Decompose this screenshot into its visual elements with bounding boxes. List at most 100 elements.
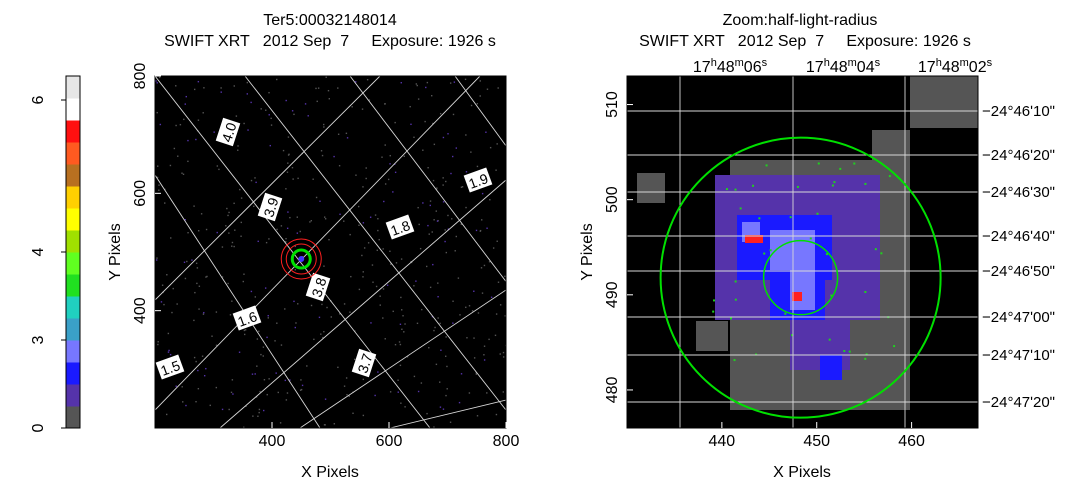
photon-event: [752, 184, 755, 187]
photon-event: [255, 396, 258, 398]
photon-event: [486, 88, 489, 90]
y-tick-label: 490: [604, 281, 621, 308]
photon-event: [228, 408, 230, 411]
outer-aperture-circle: [659, 136, 942, 419]
photon-event: [404, 406, 406, 408]
photon-event: [401, 309, 403, 311]
photon-event: [168, 349, 170, 352]
count-block: [696, 321, 728, 351]
grid-line: [155, 76, 381, 301]
photon-event: [497, 281, 500, 283]
photon-event: [243, 273, 245, 275]
photon-event: [449, 82, 452, 84]
photon-event: [246, 93, 249, 95]
photon-event: [713, 299, 716, 302]
photon-event: [831, 184, 834, 187]
grid-label: 4.0: [215, 117, 241, 147]
photon-event: [243, 329, 246, 332]
grid-label-text: 1.5: [158, 357, 182, 379]
photon-event: [476, 165, 479, 168]
photon-event: [213, 131, 215, 133]
photon-event: [181, 386, 183, 388]
grid-label-bg: [232, 305, 262, 331]
photon-event: [442, 136, 445, 139]
photon-event: [237, 149, 239, 151]
photon-event: [317, 87, 320, 89]
photon-event: [439, 112, 442, 115]
photon-event: [185, 95, 187, 98]
photon-event: [406, 356, 409, 358]
colorbar-segment: [66, 120, 80, 143]
photon-event: [286, 171, 289, 173]
photon-event: [205, 276, 207, 278]
photon-event: [318, 316, 321, 319]
photon-event: [346, 393, 348, 396]
photon-event: [471, 310, 474, 312]
photon-event: [769, 249, 772, 252]
photon-event: [374, 214, 377, 216]
photon-event: [328, 238, 330, 241]
photon-event: [789, 216, 792, 219]
photon-event: [489, 146, 492, 149]
photon-event: [489, 198, 491, 201]
dec-tick-label: −24°46ʹ40ʺ: [982, 228, 1055, 245]
grid-label-bg: [385, 214, 415, 240]
photon-event: [231, 300, 233, 302]
photon-event: [310, 219, 313, 222]
photon-event: [203, 311, 205, 314]
colorbar-segment: [66, 340, 80, 363]
y-tick-label: 480: [604, 377, 621, 404]
photon-event: [288, 153, 290, 155]
photon-event: [480, 267, 483, 269]
photon-event: [425, 86, 427, 89]
photon-event: [400, 402, 402, 404]
photon-event: [294, 269, 297, 271]
photon-event: [348, 395, 350, 397]
photon-event: [231, 241, 234, 244]
ra-value: 06: [744, 59, 762, 76]
grid-label: 3.8: [305, 272, 331, 302]
left-subtitle: SWIFT XRT 2012 Sep 7 Exposure: 1926 s: [164, 33, 496, 50]
photon-event: [442, 408, 445, 410]
photon-event: [240, 197, 243, 199]
photon-event: [377, 371, 379, 373]
photon-event: [460, 223, 463, 225]
photon-event: [280, 344, 283, 346]
photon-event: [158, 184, 160, 186]
colorbar-segment: [66, 164, 80, 187]
photon-event: [481, 292, 484, 294]
photon-event: [394, 171, 397, 174]
photon-event: [451, 155, 454, 158]
photon-event: [375, 285, 378, 288]
photon-event: [242, 280, 244, 283]
photon-event: [313, 338, 315, 341]
photon-event: [816, 212, 819, 215]
photon-event: [452, 113, 455, 116]
photon-event: [187, 160, 189, 163]
photon-event: [277, 391, 279, 394]
photon-event: [495, 413, 498, 416]
left-image: 4.0 3.9 3.8 3.7 1.9 1.8 1.6 1.5: [155, 76, 506, 428]
grid-line: [155, 174, 321, 428]
ra-value: 48: [942, 59, 960, 76]
photon-event: [473, 290, 475, 292]
photon-event: [289, 379, 291, 381]
photon-event: [166, 274, 168, 276]
photon-event: [400, 296, 402, 299]
grid-line: [389, 399, 506, 428]
photon-event: [250, 179, 253, 182]
photon-event: [221, 246, 224, 248]
dec-tick-label: −24°46ʹ30ʺ: [982, 184, 1055, 201]
ra-value: 48: [830, 59, 848, 76]
photon-event: [345, 377, 348, 379]
photon-event: [476, 102, 479, 105]
grid-line: [299, 289, 506, 428]
photon-event: [461, 186, 464, 188]
photon-event: [490, 296, 493, 298]
photon-event: [316, 100, 318, 103]
photon-event: [409, 105, 411, 108]
photon-event: [279, 422, 282, 424]
photon-event: [171, 311, 173, 314]
photon-event: [725, 188, 728, 191]
photon-event: [287, 154, 290, 156]
